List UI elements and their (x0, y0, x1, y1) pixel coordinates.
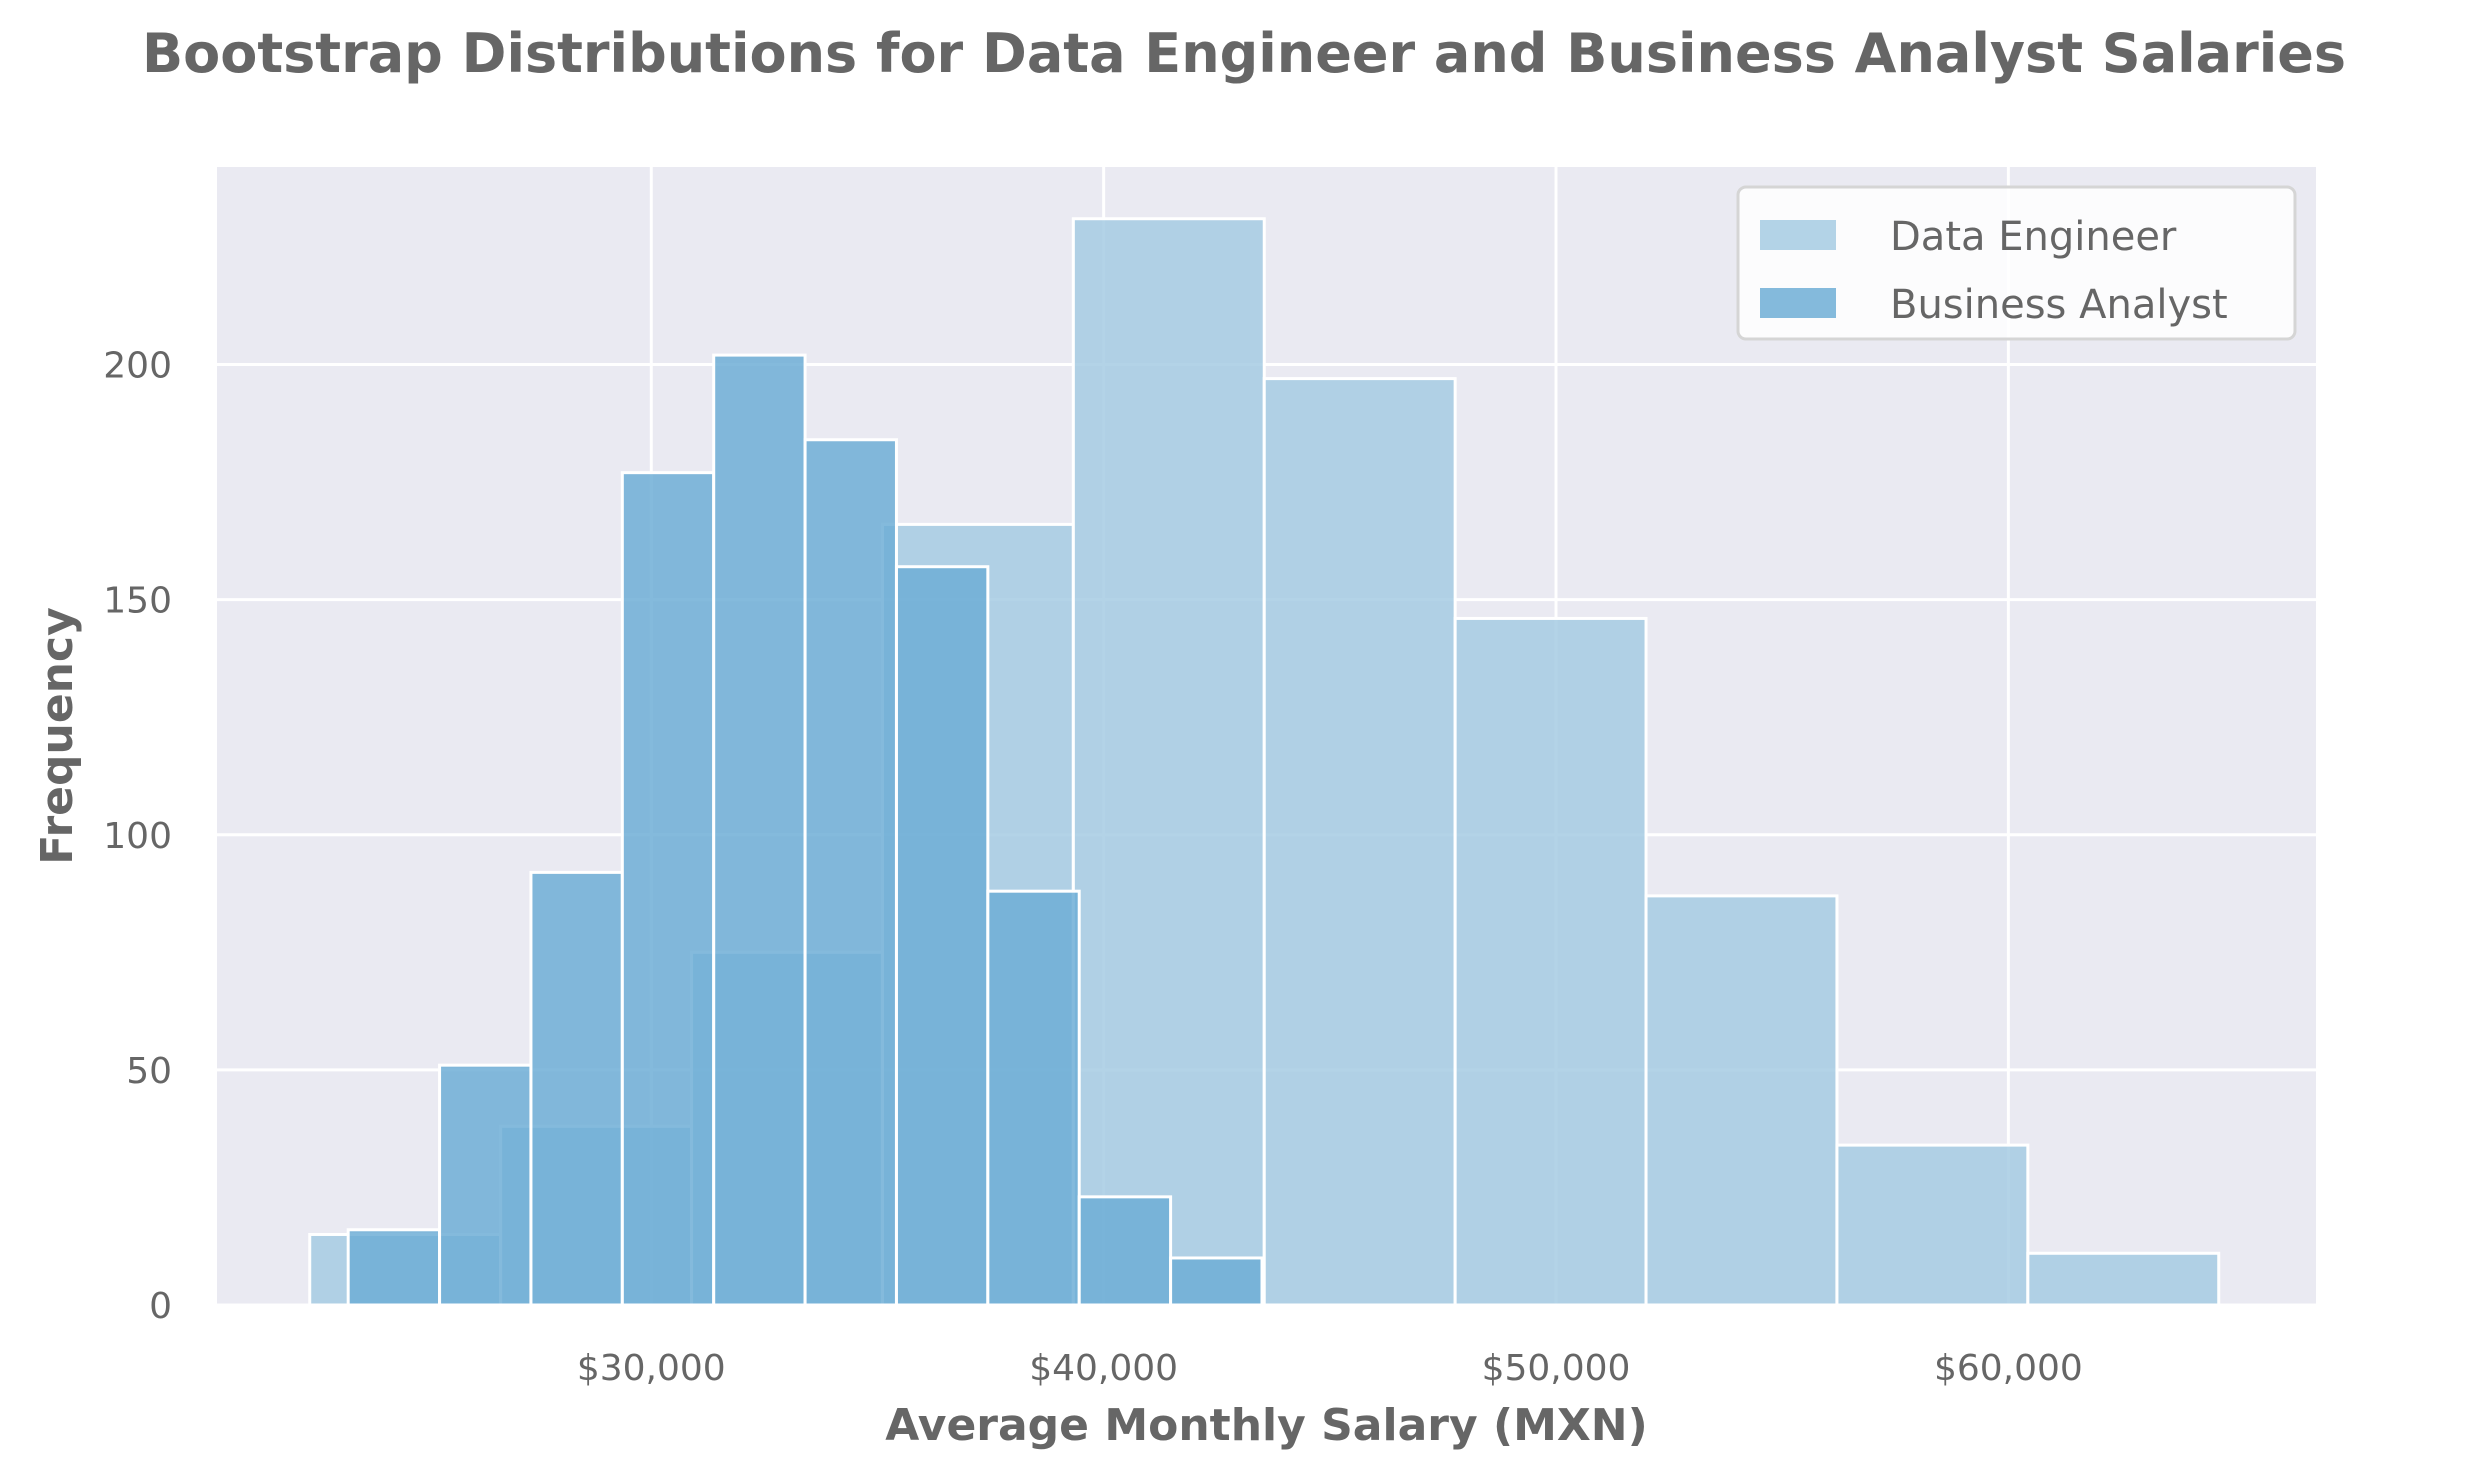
y-tick-label: 150 (103, 581, 172, 622)
histogram-bars (308, 217, 2221, 1307)
legend-frame (1736, 185, 2297, 341)
histogram-bar (1169, 1256, 1264, 1307)
histogram-bar (1835, 1143, 2030, 1307)
histogram-bar (803, 438, 898, 1307)
x-tick-label: $60,000 (1934, 1348, 2083, 1389)
legend-entry: Data Engineer (1890, 214, 2177, 260)
chart-title: Bootstrap Distributions for Data Enginee… (142, 22, 2346, 85)
x-tick-label: $50,000 (1482, 1348, 1631, 1389)
legend-swatch (1760, 288, 1836, 318)
histogram-bar (1644, 894, 1839, 1307)
y-tick-label: 0 (149, 1286, 172, 1327)
x-axis-ticks: $30,000 $40,000 $50,000 $60,000 (577, 1348, 2083, 1389)
x-axis-label: Average Monthly Salary (MXN) (885, 1400, 1647, 1451)
histogram-bar (1453, 616, 1648, 1307)
histogram-bar (1262, 377, 1457, 1307)
x-tick-label: $30,000 (577, 1348, 726, 1389)
y-tick-label: 100 (103, 816, 172, 857)
histogram-bar (1077, 1195, 1173, 1307)
y-tick-label: 200 (103, 346, 172, 387)
legend-swatch (1760, 220, 1836, 250)
histogram-bar (529, 870, 624, 1307)
series-business-analyst (346, 353, 1264, 1307)
x-tick-label: $40,000 (1029, 1348, 1178, 1389)
y-axis-label: Frequency (32, 607, 83, 865)
histogram-bar (986, 889, 1081, 1307)
histogram-bar (712, 353, 807, 1307)
histogram-bar (438, 1063, 533, 1307)
y-tick-label: 50 (126, 1051, 172, 1092)
histogram-bar (346, 1228, 442, 1307)
legend-entry: Business Analyst (1890, 282, 2228, 328)
histogram-bar (1071, 217, 1266, 1307)
histogram-bar (620, 471, 716, 1307)
histogram-bar (2026, 1251, 2221, 1307)
histogram-bar (894, 565, 990, 1307)
y-axis-ticks: 0 50 100 150 200 (103, 346, 172, 1327)
legend: Data Engineer Business Analyst (1736, 185, 2297, 341)
